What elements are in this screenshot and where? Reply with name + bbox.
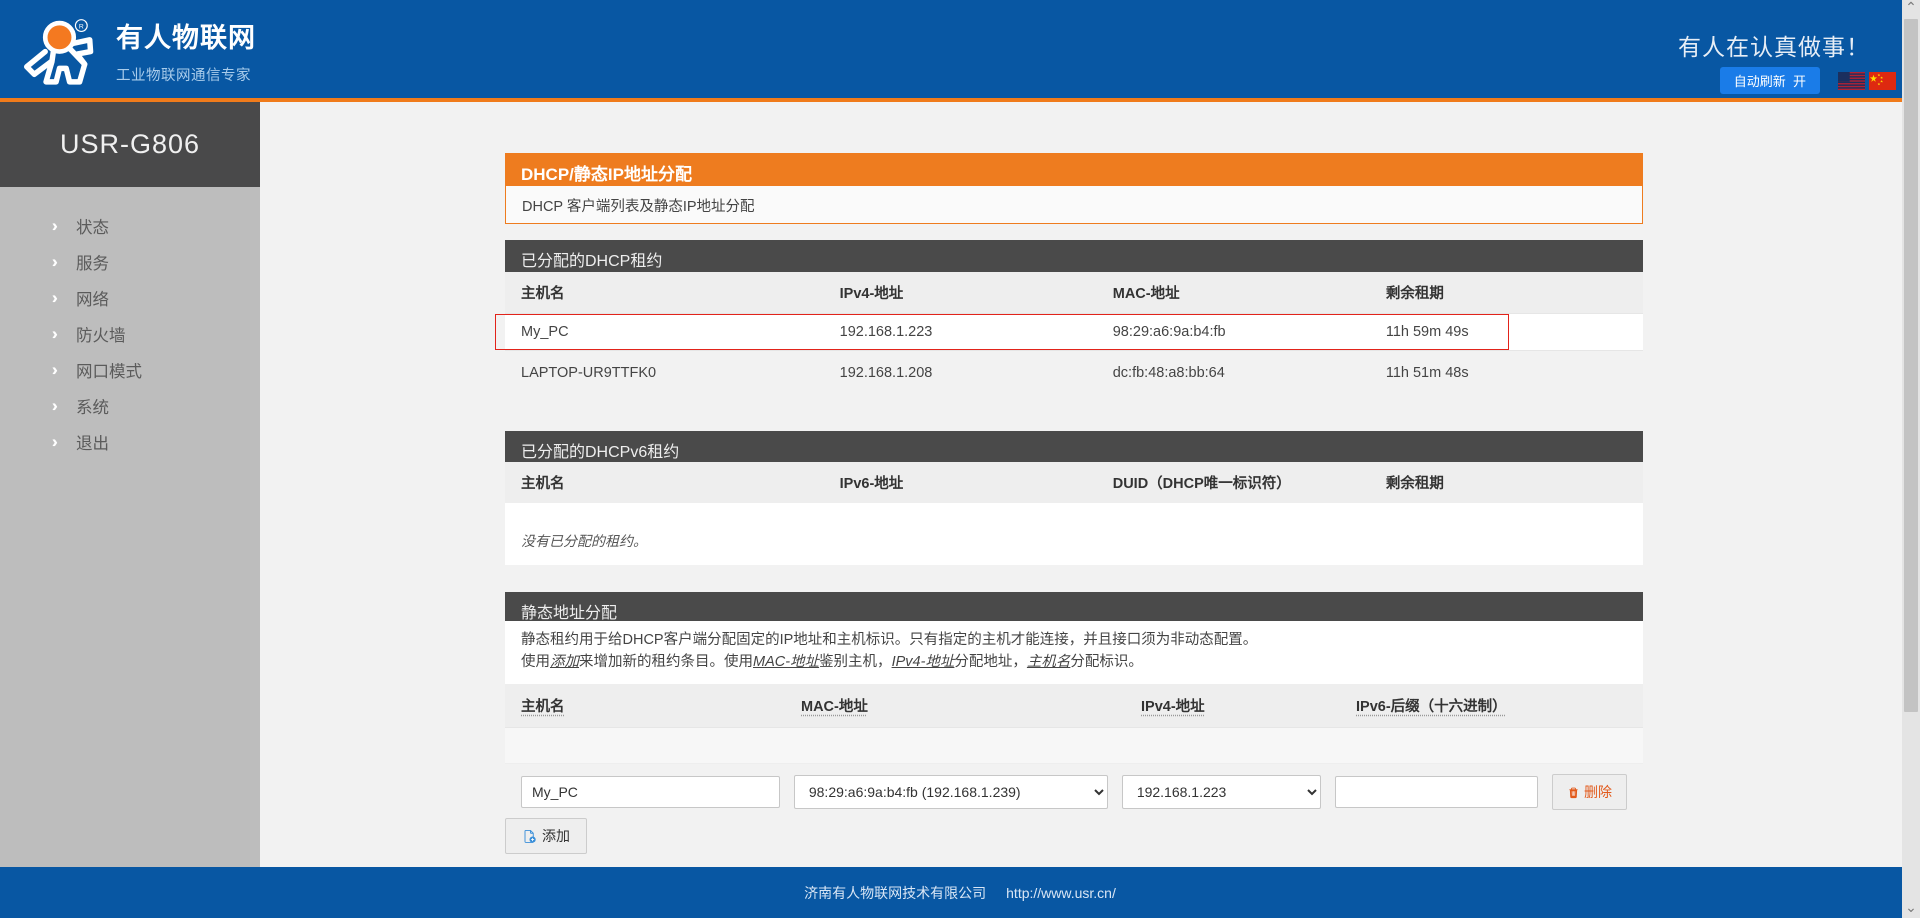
svg-text:R: R: [79, 23, 84, 30]
